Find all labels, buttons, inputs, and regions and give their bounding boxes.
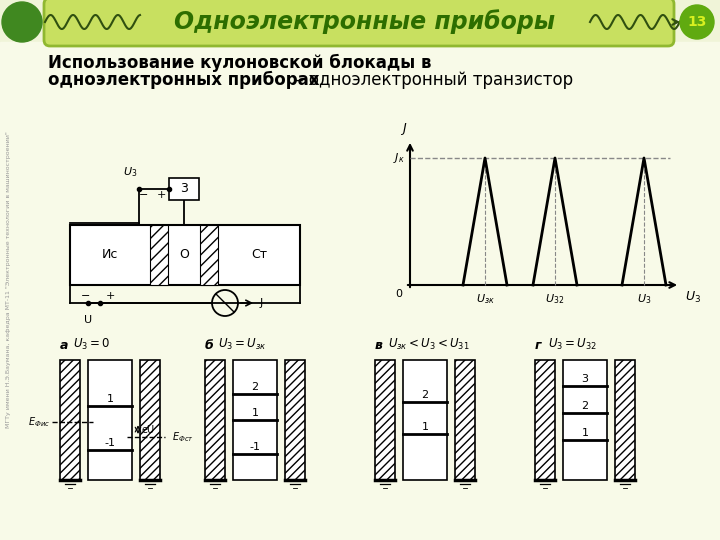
Bar [455,360,475,480]
Bar [140,360,160,480]
Bar [200,225,218,285]
Text: 1: 1 [251,408,258,418]
Bar [169,178,199,200]
Text: −: − [81,291,91,301]
Bar [563,360,607,480]
Text: $U_3$: $U_3$ [685,290,701,305]
Bar [70,225,300,285]
Bar [205,360,225,480]
Text: 1: 1 [107,394,114,403]
Text: б: б [205,339,214,352]
Bar [535,360,555,480]
Bar [60,360,80,480]
Text: Использование кулоновской блокады в: Использование кулоновской блокады в [48,54,431,72]
Bar [88,360,132,480]
Bar [375,360,395,480]
Text: +: + [105,291,114,301]
Text: 3: 3 [180,183,188,195]
Text: −: − [139,190,149,200]
Text: +: + [156,190,166,200]
Text: $E_{Фис}$: $E_{Фис}$ [28,415,50,429]
Text: $J_к$: $J_к$ [393,151,405,165]
Bar [233,360,277,480]
Text: $U_3$: $U_3$ [122,165,137,179]
Text: $U_3$: $U_3$ [636,292,651,306]
Text: Ис: Ис [102,248,118,261]
Text: -1: -1 [250,442,261,451]
Text: eU: eU [141,424,154,435]
Text: 2: 2 [421,390,428,400]
FancyBboxPatch shape [44,0,674,46]
Text: 3: 3 [582,374,588,384]
Text: $U_3 = 0$: $U_3 = 0$ [73,337,110,352]
Text: U: U [84,315,92,325]
Bar [615,360,635,480]
Text: 13: 13 [688,15,707,29]
Text: МГТу имени Н.Э.Баумана, кафедра МТ-11 "Электронные технологии в машиностроении": МГТу имени Н.Э.Баумана, кафедра МТ-11 "Э… [6,132,12,428]
Text: Ст: Ст [251,248,267,261]
Text: одноэлектронных приборах: одноэлектронных приборах [48,71,320,89]
Text: $U_{32}$: $U_{32}$ [545,292,564,306]
Text: $U_3 = U_{32}$: $U_3 = U_{32}$ [548,337,597,352]
Text: в: в [375,339,383,352]
Circle shape [2,2,42,42]
Text: а: а [60,339,68,352]
Text: 2: 2 [251,382,258,392]
Text: 1: 1 [421,422,428,433]
Text: J: J [402,122,406,135]
Text: $U_{зк}$: $U_{зк}$ [475,292,495,306]
Text: -1: -1 [104,438,115,448]
Circle shape [680,5,714,39]
Text: 2: 2 [582,401,588,411]
Text: Одноэлектронные приборы: Одноэлектронные приборы [174,10,556,35]
Text: – одноэлектронный транзистор: – одноэлектронный транзистор [290,71,573,89]
Text: J: J [260,298,264,308]
Bar [150,225,168,285]
Text: 0: 0 [395,289,402,299]
Text: 1: 1 [582,428,588,438]
Text: г: г [535,339,541,352]
Text: $U_{зк} < U_3 < U_{31}$: $U_{зк} < U_3 < U_{31}$ [388,337,469,352]
Text: $E_{Фст}$: $E_{Фст}$ [172,430,194,444]
Text: О: О [179,248,189,261]
Bar [403,360,447,480]
Text: $U_3 = U_{зк}$: $U_3 = U_{зк}$ [218,337,266,352]
Bar [285,360,305,480]
